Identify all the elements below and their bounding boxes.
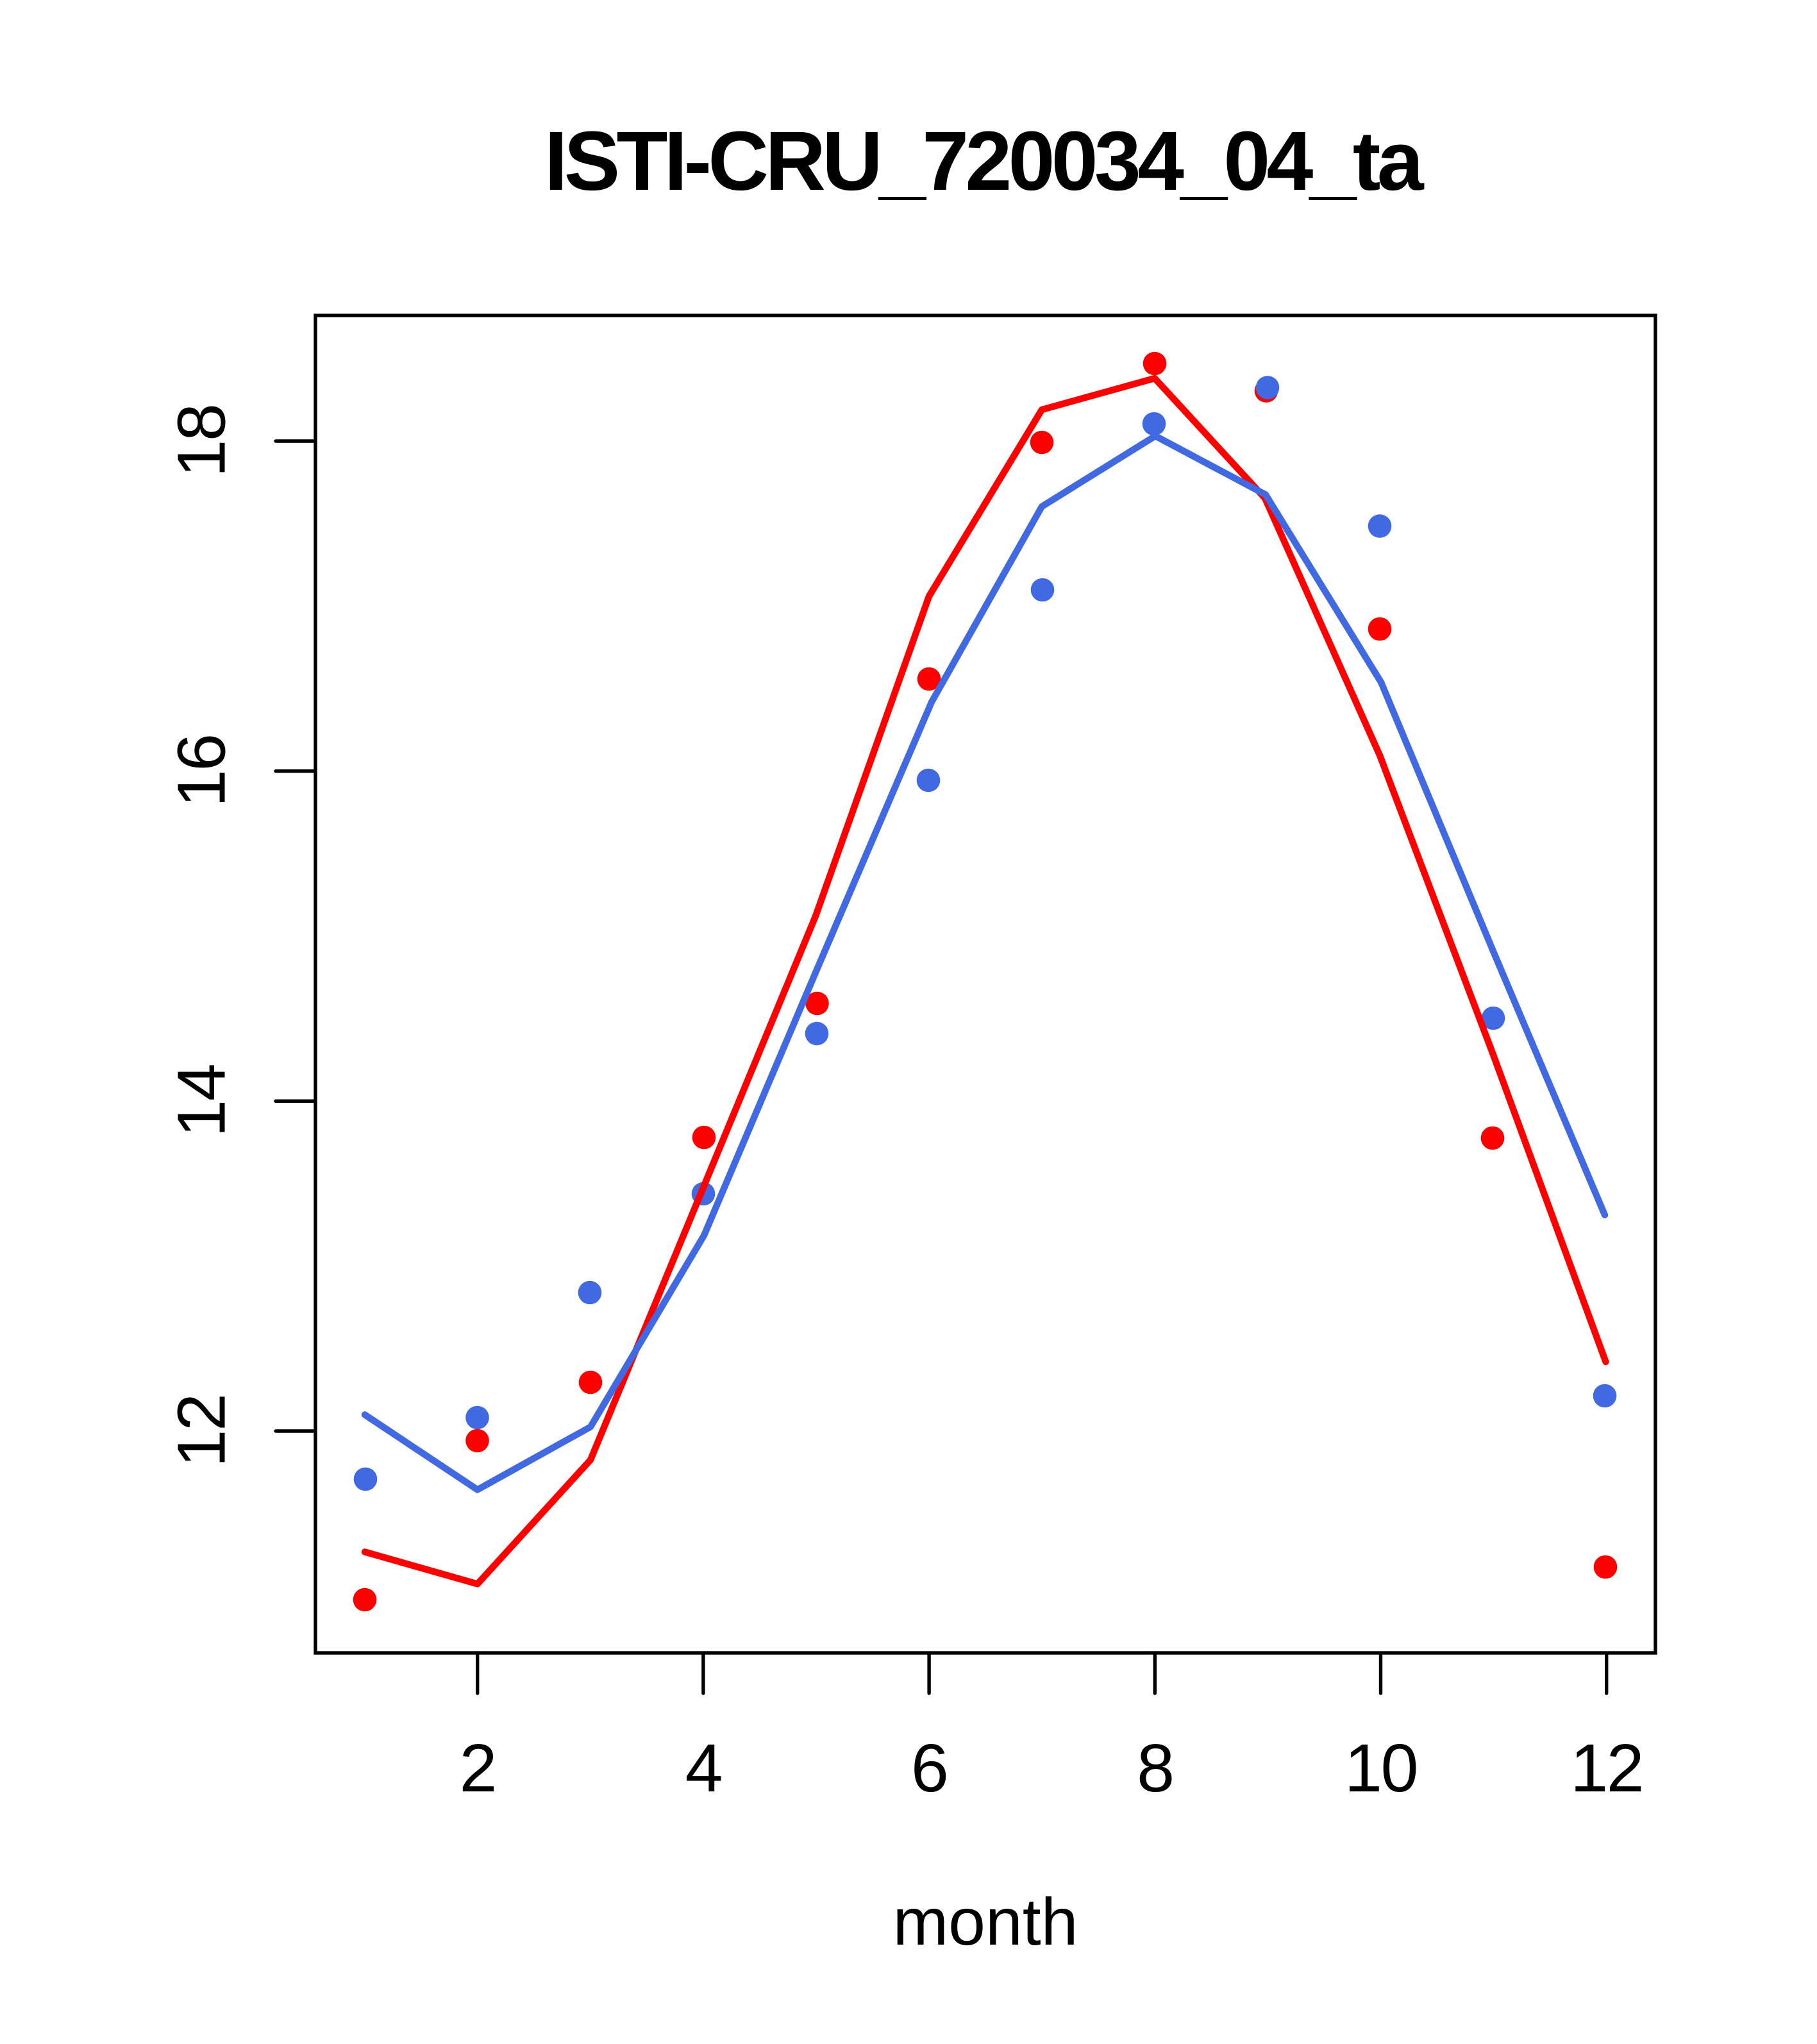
svg-text:12: 12 [1570,1730,1643,1806]
svg-text:14: 14 [164,1065,240,1137]
svg-text:8: 8 [1137,1730,1173,1806]
svg-text:month: month [892,1885,1078,1959]
svg-text:ISTI-CRU_720034_04_ta: ISTI-CRU_720034_04_ta [544,113,1425,208]
svg-text:2: 2 [459,1730,495,1806]
svg-text:12: 12 [164,1395,240,1468]
svg-text:4: 4 [685,1730,721,1806]
svg-text:18: 18 [164,405,240,478]
svg-text:10: 10 [1344,1730,1417,1806]
svg-text:16: 16 [164,735,240,807]
svg-text:6: 6 [911,1730,947,1806]
